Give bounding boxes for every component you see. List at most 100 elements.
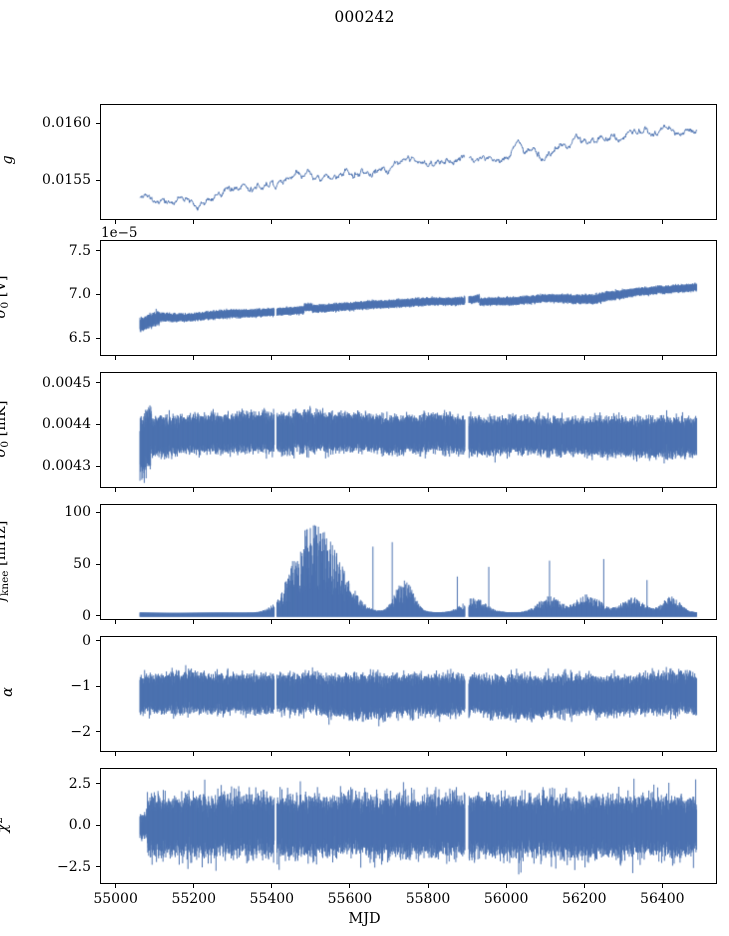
xtick-mark bbox=[583, 752, 585, 757]
xtick-mark bbox=[193, 488, 195, 493]
xtick-label: 55800 bbox=[405, 891, 451, 907]
xtick-mark bbox=[661, 356, 663, 361]
xtick-mark bbox=[115, 884, 117, 889]
xtick-mark bbox=[115, 220, 117, 225]
ytick-mark bbox=[95, 866, 100, 868]
xtick-mark bbox=[661, 752, 663, 757]
xtick-mark bbox=[271, 356, 273, 361]
ytick-mark bbox=[95, 615, 100, 617]
xtick-mark bbox=[505, 488, 507, 493]
ytick-label: 0.0155 bbox=[42, 172, 91, 189]
ytick-label: 6.5 bbox=[68, 330, 91, 347]
xtick-mark bbox=[427, 884, 429, 889]
xtick-mark bbox=[661, 220, 663, 225]
xtick-mark bbox=[427, 620, 429, 625]
ytick-label: 0 bbox=[82, 607, 91, 624]
xtick-mark bbox=[661, 488, 663, 493]
xtick-mark bbox=[427, 356, 429, 361]
xtick-mark bbox=[115, 356, 117, 361]
ytick-label: 0.0043 bbox=[42, 458, 91, 475]
ytick-label: 0.0 bbox=[68, 817, 91, 834]
ytick-mark bbox=[95, 337, 100, 339]
xtick-label: 55000 bbox=[93, 891, 138, 907]
xtick-label: 55600 bbox=[327, 891, 373, 907]
xtick-mark bbox=[583, 356, 585, 361]
xtick-mark bbox=[271, 884, 273, 889]
ytick-mark bbox=[95, 382, 100, 384]
xtick-mark bbox=[583, 220, 585, 225]
xtick-mark bbox=[271, 488, 273, 493]
xtick-mark bbox=[427, 488, 429, 493]
ytick-label: 0.0045 bbox=[42, 374, 91, 391]
xtick-mark bbox=[115, 620, 117, 625]
ytick-label: −1 bbox=[70, 678, 91, 695]
panel-gain-canvas bbox=[101, 105, 716, 219]
ytick-mark bbox=[95, 250, 100, 252]
xtick-label: 55400 bbox=[249, 891, 295, 907]
xtick-mark bbox=[349, 752, 351, 757]
xtick-mark bbox=[505, 220, 507, 225]
xtick-mark bbox=[271, 752, 273, 757]
xtick-mark bbox=[349, 884, 351, 889]
xtick-mark bbox=[271, 620, 273, 625]
xtick-mark bbox=[271, 220, 273, 225]
xtick-mark bbox=[661, 884, 663, 889]
ytick-label: 0 bbox=[82, 632, 91, 649]
xtick-mark bbox=[115, 488, 117, 493]
ytick-mark bbox=[95, 293, 100, 296]
panel-chi-squared-canvas bbox=[101, 769, 716, 883]
figure-title: 000242 bbox=[334, 8, 395, 26]
xtick-mark bbox=[349, 356, 351, 361]
ytick-label: −2 bbox=[70, 723, 91, 740]
ytick-label: 7.0 bbox=[68, 286, 91, 303]
xtick-mark bbox=[193, 620, 195, 625]
panel-alpha bbox=[100, 636, 717, 752]
ytick-mark bbox=[95, 783, 100, 785]
xtick-mark bbox=[349, 220, 351, 225]
ytick-mark bbox=[95, 465, 100, 467]
panel-alpha-canvas bbox=[101, 637, 716, 751]
ytick-mark bbox=[95, 731, 100, 733]
xtick-mark bbox=[193, 752, 195, 757]
xtick-label: 55200 bbox=[171, 891, 216, 907]
xtick-mark bbox=[505, 620, 507, 625]
panel-gain bbox=[100, 104, 717, 220]
ytick-label: 0.0044 bbox=[42, 416, 91, 433]
xtick-mark bbox=[193, 220, 195, 225]
panel-f-knee bbox=[100, 504, 717, 620]
ytick-mark bbox=[95, 685, 100, 687]
xtick-label: 56000 bbox=[483, 891, 529, 907]
ytick-label: 100 bbox=[64, 504, 91, 521]
xtick-mark bbox=[583, 488, 585, 493]
panel-sigma0-volts bbox=[100, 240, 717, 356]
xaxis-label: MJD bbox=[348, 911, 381, 927]
panel-sigma0-millikelvin-canvas bbox=[101, 373, 716, 487]
ytick-label: 7.5 bbox=[68, 242, 91, 259]
xtick-mark bbox=[661, 620, 663, 625]
ytick-mark bbox=[95, 824, 100, 826]
ytick-mark bbox=[95, 179, 100, 181]
ytick-mark bbox=[95, 122, 100, 124]
ytick-label: −2.5 bbox=[57, 858, 91, 875]
ytick-label: 50 bbox=[73, 556, 91, 573]
xtick-mark bbox=[115, 752, 117, 757]
xtick-mark bbox=[193, 884, 195, 889]
xtick-mark bbox=[583, 884, 585, 889]
ytick-mark bbox=[95, 511, 100, 513]
panel-chi-squared bbox=[100, 768, 717, 884]
xtick-mark bbox=[349, 620, 351, 625]
xtick-label: 56400 bbox=[640, 891, 685, 907]
ytick-mark bbox=[95, 640, 100, 642]
xtick-mark bbox=[427, 752, 429, 757]
panel-sigma0-volts-canvas bbox=[101, 241, 716, 355]
xtick-mark bbox=[349, 488, 351, 493]
ytick-mark bbox=[95, 423, 100, 425]
panel-sigma0-millikelvin bbox=[100, 372, 717, 488]
xtick-mark bbox=[505, 752, 507, 757]
ytick-mark bbox=[95, 563, 100, 565]
xtick-mark bbox=[505, 884, 507, 889]
panel-sigma0-volts-offset: 1e−5 bbox=[101, 225, 138, 241]
xtick-mark bbox=[193, 356, 195, 361]
xtick-label: 56200 bbox=[561, 891, 607, 907]
ytick-label: 0.0160 bbox=[42, 115, 91, 132]
